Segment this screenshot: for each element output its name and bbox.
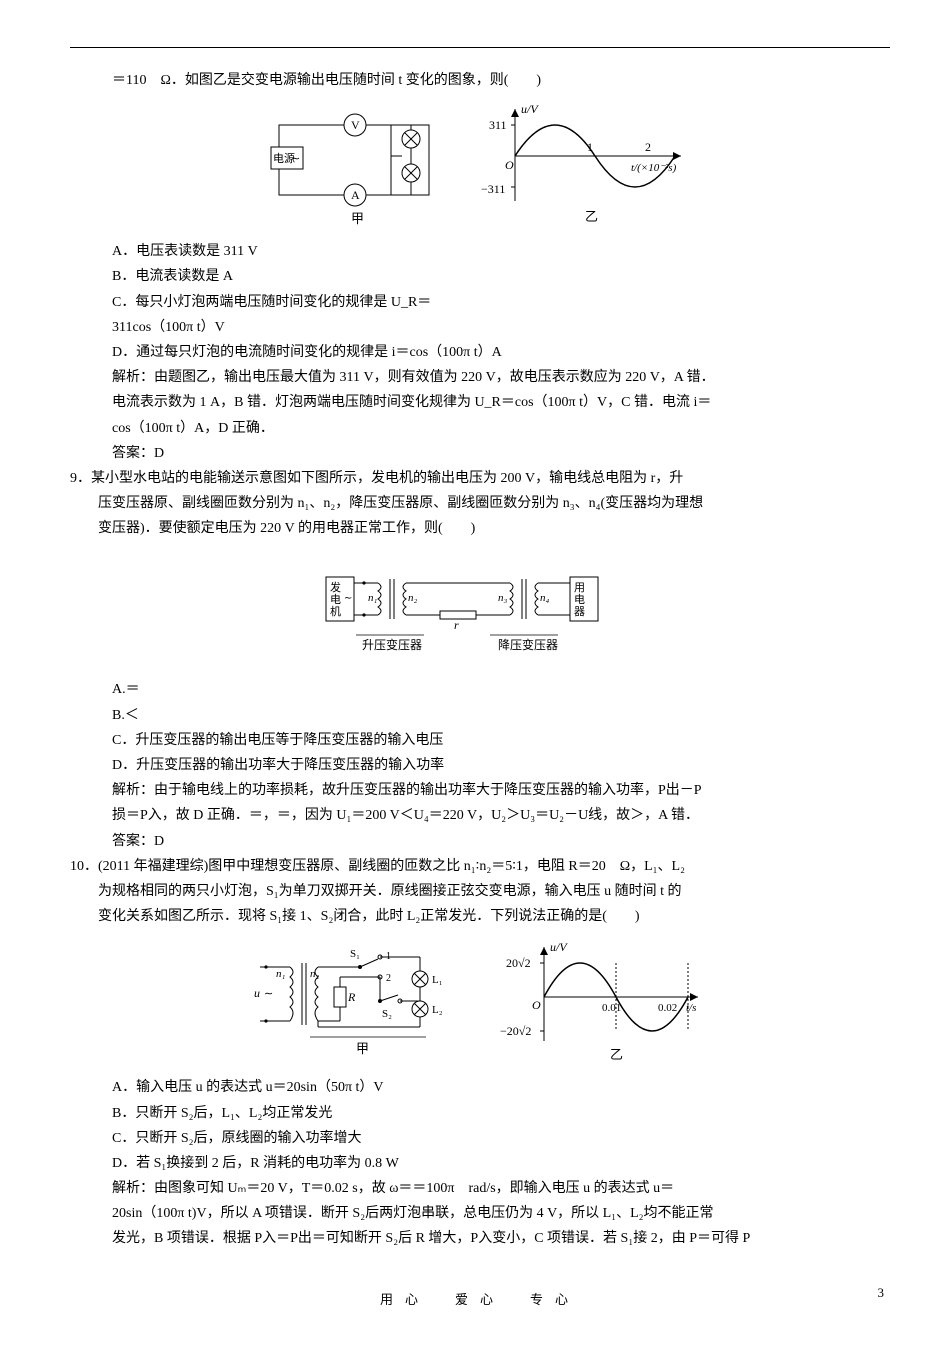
top-rule <box>70 47 890 48</box>
q10-graph-ylabel: u/V <box>550 940 568 954</box>
q10-expl1: 解析：由图象可知 Uₘ＝20 V，T＝0.02 s，故 ω＝＝100π rad/… <box>112 1176 890 1201</box>
svg-text:用: 用 <box>574 582 585 594</box>
q8-optD: D．通过每只灯泡的电流随时间变化的规律是 i＝cos（100π t）A <box>112 340 890 365</box>
q8-expl1: 解析：由题图乙，输出电压最大值为 311 V，则有效值为 220 V，故电压表示… <box>112 365 890 390</box>
q9-n1: n₁ <box>368 592 378 604</box>
q8-graph-x1: 1 <box>587 140 593 154</box>
q8-expl3: cos（100π t）A，D 正确． <box>112 416 890 441</box>
q8-optC2: 311cos（100π t）V <box>112 315 890 340</box>
svg-text:器: 器 <box>574 605 585 618</box>
q10-fig-left-cap: 甲 <box>356 1041 369 1056</box>
q10-graph-x2: 0.02 <box>658 1002 677 1014</box>
svg-text:O: O <box>532 998 541 1012</box>
q10-S1: S₁ <box>350 948 360 960</box>
svg-text:电: 电 <box>330 593 341 606</box>
q10-optB: B．只断开 S₂后，L₁、L₂均正常发光 <box>112 1101 890 1126</box>
footer-motto: 用心 爱心 专心 <box>70 1288 890 1311</box>
svg-text:电: 电 <box>574 593 585 606</box>
q9-stem1: 9．某小型水电站的电能输送示意图如下图所示，发电机的输出电压为 200 V，输电… <box>70 466 890 491</box>
q10-circuit-svg: u ∼ n₁ n₂ S₁ 1 2 R L₁ S₂ <box>250 937 470 1067</box>
q8-optA: A．电压表读数是 311 V <box>112 239 890 264</box>
q8-fig-right-caption: 乙 <box>585 209 598 224</box>
q10-n2: n₂ <box>310 968 320 980</box>
q8-voltmeter-label: V <box>351 118 360 132</box>
q9-n2: n₂ <box>408 592 418 604</box>
q10-figure-row: u ∼ n₁ n₂ S₁ 1 2 R L₁ S₂ <box>70 937 890 1067</box>
q10-pos2: 2 <box>386 973 391 984</box>
q10-L2: L₂ <box>432 1004 443 1016</box>
q8-figure-row: 电源 ∼ V A 甲 u/V 311 −311 O 1 2 t/(×10⁻²s) <box>70 101 890 231</box>
q10-L1: L₁ <box>432 974 443 986</box>
q9-expl2: 损＝P入，故 D 正确．＝，＝，因为 U₁＝200 V＜U₄＝220 V，U₂＞… <box>112 803 890 828</box>
q10-expl3: 发光，B 项错误．根据 P入＝P出＝可知断开 S₂后 R 增大，P入变小，C 项… <box>112 1226 890 1251</box>
q9-optD: D．升压变压器的输出功率大于降压变压器的输入功率 <box>112 753 890 778</box>
q9-cap1: 升压变压器 <box>362 637 422 652</box>
q10-optA: A．输入电压 u 的表达式 u＝20sin（50π t）V <box>112 1075 890 1100</box>
q8-graph-ylabel: u/V <box>521 102 539 116</box>
q10-graph-xlabel: t/s <box>686 1002 696 1014</box>
q10-graph-svg: u/V 20√2 −20√2 O 0.01 0.02 t/s 乙 <box>500 937 710 1067</box>
q9-r: r <box>454 618 459 632</box>
q8-graph-x2: 2 <box>645 140 651 154</box>
q10-stem3: 变化关系如图乙所示．现将 S₁接 1、S₂闭合，此时 L₂正常发光．下列说法正确… <box>98 904 890 929</box>
q9-gen-label: 发 <box>330 580 341 594</box>
q10-S2: S₂ <box>382 1008 392 1020</box>
q8-ans: 答案：D <box>112 441 890 466</box>
q8-optB: B．电流表读数是 A <box>112 264 890 289</box>
svg-text:∼: ∼ <box>264 988 273 1000</box>
q8-graph-xlabel: t/(×10⁻²s) <box>631 162 677 174</box>
q10-graph-ymax: 20√2 <box>506 956 531 970</box>
q9-num: 9． <box>70 466 91 491</box>
svg-text:机: 机 <box>330 604 341 618</box>
q8-graph-ymin: −311 <box>481 182 505 196</box>
q9-stem2: 压变压器原、副线圈匝数分别为 n₁、n₂，降压变压器原、副线圈匝数分别为 n₃、… <box>98 491 890 516</box>
q9-optB: B.＜ <box>112 703 890 728</box>
q9-stem3: 变压器)．要使额定电压为 220 V 的用电器正常工作，则( ) <box>98 516 890 541</box>
svg-text:∼: ∼ <box>291 153 300 165</box>
q8-optC: C．每只小灯泡两端电压随时间变化的规律是 U_R＝ <box>112 290 890 315</box>
q10-stem1: 10．(2011 年福建理综)图甲中理想变压器原、副线圈的匝数之比 n₁∶n₂＝… <box>70 854 890 879</box>
q10-optD: D．若 S₁换接到 2 后，R 消耗的电功率为 0.8 W <box>112 1151 890 1176</box>
q9-ans: 答案：D <box>112 829 890 854</box>
q10-fig-right-cap: 乙 <box>610 1047 623 1062</box>
svg-text:O: O <box>505 158 514 172</box>
q10-expl2: 20sin（100π t)V，所以 A 项错误．断开 S₂后两灯泡串联，总电压仍… <box>112 1201 890 1226</box>
svg-text:∼: ∼ <box>344 593 352 604</box>
q8-fig-left-caption: 甲 <box>351 211 364 226</box>
q9-n3: n₃ <box>498 592 508 604</box>
q10-R: R <box>347 990 356 1004</box>
q8-graph-ymax: 311 <box>489 118 507 132</box>
q10-optC: C．只断开 S₂后，原线圈的输入功率增大 <box>112 1126 890 1151</box>
q9-expl1: 解析：由于输电线上的功率损耗，故升压变压器的输出功率大于降压变压器的输入功率，P… <box>112 778 890 803</box>
q8-expl2: 电流表示数为 1 A，B 错．灯泡两端电压随时间变化规律为 U_R＝cos（10… <box>112 390 890 415</box>
q10-n1: n₁ <box>276 968 286 980</box>
q10-graph-ymin: −20√2 <box>500 1024 531 1038</box>
q10-u: u <box>254 986 260 1000</box>
q9-figure-row: 发 电 机 ∼ n₁ n₂ r n₃ n₄ 用 电 器 升压变压器 降压变压器 <box>70 549 890 669</box>
q9-optA: A.＝ <box>112 677 890 702</box>
q9-n4: n₄ <box>540 592 550 604</box>
q8-graph-svg: u/V 311 −311 O 1 2 t/(×10⁻²s) 乙 <box>475 101 695 231</box>
q10-stem2: 为规格相同的两只小灯泡，S₁为单刀双掷开关．原线圈接正弦交变电源，输入电压 u … <box>98 879 890 904</box>
q9-optC: C．升压变压器的输出电压等于降压变压器的输入电压 <box>112 728 890 753</box>
page-number: 3 <box>878 1281 885 1304</box>
q8-ammeter-label: A <box>351 188 360 202</box>
q8-stem: ＝110 Ω．如图乙是交变电源输出电压随时间 t 变化的图象，则( ) <box>112 68 890 93</box>
q10-num: 10． <box>70 854 98 879</box>
q10-graph-x1: 0.01 <box>602 1002 621 1014</box>
q9-circuit-svg: 发 电 机 ∼ n₁ n₂ r n₃ n₄ 用 电 器 升压变压器 降压变压器 <box>320 549 640 669</box>
q8-circuit-svg: 电源 ∼ V A 甲 <box>265 101 445 231</box>
q9-cap2: 降压变压器 <box>498 637 558 652</box>
